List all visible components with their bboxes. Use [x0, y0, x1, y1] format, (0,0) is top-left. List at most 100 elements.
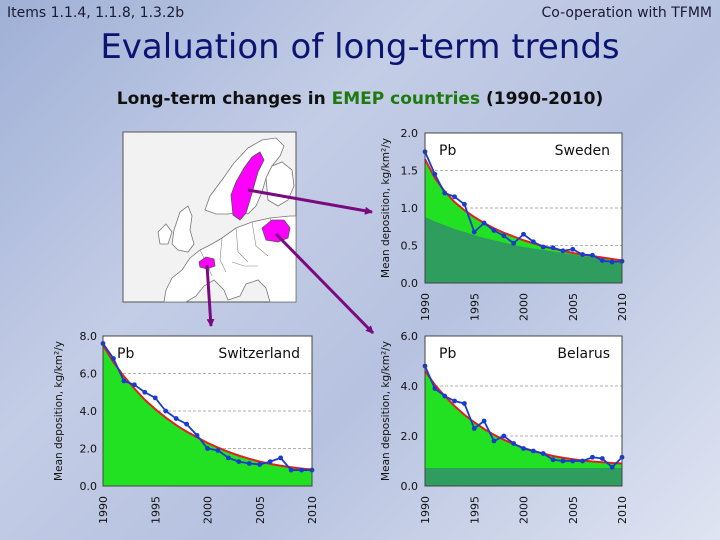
- arrow-switzerland: [205, 264, 215, 327]
- observed-point: [590, 252, 595, 258]
- observed-point: [194, 432, 200, 438]
- observed-point: [521, 231, 526, 237]
- page-title: Evaluation of long-term trends: [100, 27, 620, 67]
- element-label: Pb: [439, 346, 456, 362]
- country-label: Belarus: [557, 346, 610, 362]
- arrows: [205, 188, 375, 335]
- y-tick-label: 1.0: [401, 202, 419, 215]
- observed-point: [173, 416, 179, 421]
- observed-point: [236, 459, 242, 465]
- y-tick-label: 4.0: [80, 405, 98, 418]
- x-tick-label: 1995: [149, 496, 162, 524]
- observed-point: [501, 233, 507, 239]
- x-tick-label: 2000: [202, 496, 215, 524]
- y-tick-label: 0.5: [401, 240, 419, 253]
- observed-point: [142, 389, 148, 395]
- observed-point: [511, 240, 517, 246]
- observed-point: [471, 426, 477, 431]
- observed-point: [481, 220, 487, 226]
- plot-frame: [424, 335, 623, 487]
- x-tick-label: 2005: [567, 496, 580, 524]
- map-ireland: [157, 223, 173, 245]
- observed-point: [299, 467, 304, 473]
- observed-point: [226, 455, 231, 461]
- y-tick-label: 0.0: [401, 480, 419, 493]
- x-tick-label: 2010: [616, 293, 629, 321]
- subtitle: Long-term changes in EMEP countries (199…: [0, 89, 720, 109]
- x-tick-label: 1995: [468, 496, 481, 524]
- observed-point: [163, 408, 169, 414]
- observed-point: [288, 467, 294, 473]
- observed-point: [609, 464, 615, 470]
- area-total: [425, 371, 622, 486]
- observed-point: [432, 171, 438, 177]
- y-axis-label: Mean deposition, kg/km²/y: [380, 138, 392, 278]
- observed-point: [471, 229, 477, 235]
- subtitle-highlight: EMEP countries: [331, 89, 481, 109]
- element-label: Pb: [439, 143, 456, 159]
- coop-label: Co-operation with TFMM: [541, 5, 713, 21]
- observed-point: [267, 459, 273, 465]
- arrow-sweden: [247, 188, 373, 215]
- observed-point: [462, 201, 467, 207]
- observed-point: [501, 433, 507, 439]
- y-tick-label: 0.0: [80, 480, 98, 493]
- observed-point: [432, 386, 438, 391]
- y-tick-label: 2.0: [401, 430, 419, 443]
- x-tick-label: 1990: [419, 293, 432, 321]
- area-background: [425, 217, 622, 283]
- arrow-belarus: [274, 232, 375, 335]
- y-tick-label: 2.0: [401, 127, 419, 140]
- observed-point: [481, 418, 487, 424]
- observed-point: [121, 378, 127, 384]
- x-tick-label: 2000: [518, 496, 531, 524]
- x-tick-label: 1990: [97, 496, 110, 524]
- observed-point: [580, 252, 585, 257]
- chart-belarus: 0.0 2.0 4.0 6.0 1990 1995 2000 2005 2010 Mean dep…: [380, 330, 629, 524]
- plot-frame: [102, 335, 313, 487]
- observed-point: [599, 258, 605, 263]
- subtitle-suffix: (1990-2010): [480, 89, 604, 109]
- observed-point: [491, 438, 497, 444]
- y-axis-label: Mean deposition, kg/km²/y: [53, 341, 65, 481]
- observed-point: [540, 244, 546, 250]
- observed-point: [590, 454, 595, 460]
- observed-point: [521, 446, 526, 451]
- observed-point: [491, 228, 497, 233]
- observed-point: [550, 245, 556, 251]
- country-label: Switzerland: [218, 346, 300, 362]
- chart-switzerland: 0.0 2.0 4.0 6.0 8.0 1990 1995 2000 2005 2010 Mean …: [53, 330, 319, 524]
- x-tick-label: 1990: [419, 496, 432, 524]
- observed-point: [570, 458, 576, 464]
- element-label: Pb: [117, 346, 134, 362]
- observed-point: [152, 395, 158, 401]
- map-country-switzerland: [198, 256, 216, 270]
- observed-point: [580, 458, 585, 464]
- observed-point: [257, 462, 263, 467]
- observed-point: [111, 356, 116, 361]
- observed-point: [205, 446, 210, 451]
- observed-point: [540, 451, 546, 456]
- observed-point: [560, 458, 566, 464]
- europe-map: [122, 131, 297, 303]
- x-tick-label: 2005: [567, 293, 580, 321]
- observed-point: [570, 246, 576, 252]
- observed-point: [599, 456, 605, 461]
- observed-point: [278, 455, 284, 461]
- observed-point: [131, 382, 137, 388]
- trend-line: [102, 344, 313, 471]
- map-uk: [171, 205, 195, 253]
- y-tick-label: 8.0: [80, 330, 98, 343]
- observed-point: [530, 239, 536, 245]
- y-tick-label: 0.0: [401, 277, 419, 290]
- y-tick-label: 1.5: [401, 165, 419, 178]
- observed-point: [246, 461, 252, 466]
- x-tick-label: 2000: [518, 293, 531, 321]
- items-label: Items 1.1.4, 1.1.8, 1.3.2b: [7, 5, 185, 21]
- country-label: Sweden: [555, 143, 610, 159]
- observed-point: [442, 393, 448, 399]
- y-tick-label: 4.0: [401, 380, 419, 393]
- y-axis-label: Mean deposition, kg/km²/y: [380, 341, 392, 481]
- observed-point: [184, 421, 190, 427]
